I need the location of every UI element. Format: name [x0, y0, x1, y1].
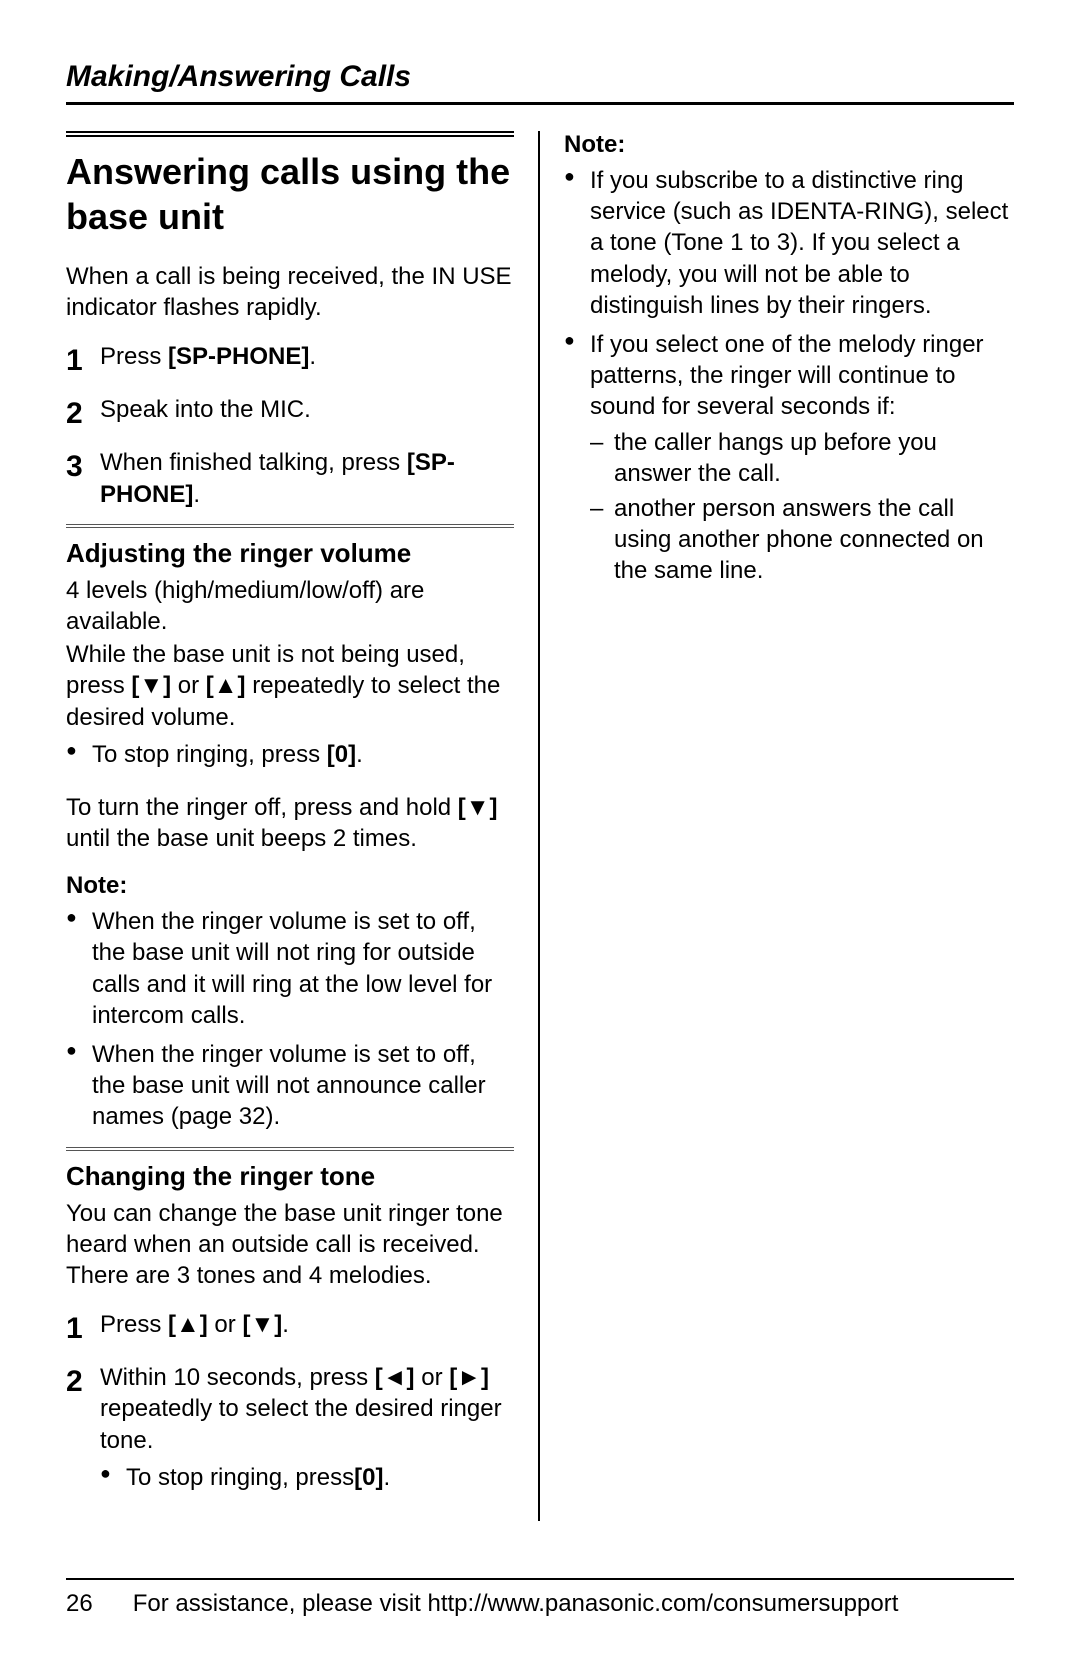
- step-body: Within 10 seconds, press [◄] or [►] repe…: [100, 1362, 514, 1507]
- adjust-p2: While the base unit is not being used, p…: [66, 639, 514, 733]
- list-item: another person answers the call using an…: [590, 493, 1014, 587]
- key-zero: [0]: [354, 1462, 383, 1493]
- step-1: 1 Press [▲] or [▼].: [66, 1309, 514, 1348]
- t: .: [309, 343, 316, 370]
- step-body: Speak into the MIC.: [100, 394, 514, 425]
- list-item: If you select one of the melody ringer p…: [564, 329, 1014, 587]
- page-footer: 26 For assistance, please visit http://w…: [66, 1578, 1014, 1618]
- step-2: 2 Within 10 seconds, press [◄] or [►] re…: [66, 1362, 514, 1507]
- t: If you select one of the melody ringer p…: [590, 331, 984, 420]
- t: until the base unit beeps 2 times.: [66, 825, 417, 852]
- t: To stop ringing, press: [92, 741, 327, 768]
- t: .: [356, 741, 363, 768]
- tone-steps: 1 Press [▲] or [▼]. 2 Within 10 seconds,…: [66, 1309, 514, 1507]
- section-header: Making/Answering Calls: [66, 60, 1014, 105]
- key-down: [▼]: [131, 672, 171, 699]
- step-number: 3: [66, 447, 100, 486]
- adjust-notes: When the ringer volume is set to off, th…: [66, 906, 514, 1132]
- step-1: 1 Press [SP-PHONE].: [66, 341, 514, 380]
- footer-text: For assistance, please visit http://www.…: [133, 1590, 899, 1618]
- step-body: Press [▲] or [▼].: [100, 1309, 514, 1340]
- t: or: [208, 1311, 243, 1338]
- note-label: Note:: [66, 872, 514, 900]
- tone-p1: You can change the base unit ringer tone…: [66, 1198, 514, 1292]
- key-down: [▼]: [458, 794, 498, 821]
- t: repeatedly to select the desired ringer …: [100, 1395, 502, 1453]
- adjust-bullet: To stop ringing, press [0].: [66, 739, 514, 770]
- list-item: the caller hangs up before you answer th…: [590, 427, 1014, 489]
- list-item: When the ringer volume is set to off, th…: [66, 906, 514, 1031]
- step-number: 2: [66, 1362, 100, 1401]
- content-columns: Answering calls using the base unit When…: [66, 131, 1014, 1521]
- subheading-adjust: Adjusting the ringer volume: [66, 538, 514, 569]
- t: To stop ringing, press: [126, 1462, 354, 1493]
- key-sp-phone: [SP-PHONE]: [168, 343, 309, 370]
- key-down: [▼]: [242, 1311, 282, 1338]
- t: or: [171, 672, 206, 699]
- t: To turn the ringer off, press and hold: [66, 794, 458, 821]
- step-2: 2 Speak into the MIC.: [66, 394, 514, 433]
- key-left: [◄]: [375, 1364, 415, 1391]
- rule: [66, 131, 514, 137]
- t: When finished talking, press: [100, 449, 407, 476]
- list-item: When the ringer volume is set to off, th…: [66, 1039, 514, 1133]
- intro-text: When a call is being received, the IN US…: [66, 261, 514, 323]
- rule: [66, 524, 514, 528]
- t: .: [383, 1462, 390, 1493]
- page-number: 26: [66, 1590, 93, 1618]
- key-up: [▲]: [206, 672, 246, 699]
- t: or: [415, 1364, 450, 1391]
- t: .: [282, 1311, 289, 1338]
- step-body: Press [SP-PHONE].: [100, 341, 514, 372]
- key-up: [▲]: [168, 1311, 208, 1338]
- list-item: If you subscribe to a distinctive ring s…: [564, 165, 1014, 321]
- t: .: [193, 481, 200, 508]
- list-item: To stop ringing, press [0].: [66, 739, 514, 770]
- step-3: 3 When finished talking, press [SP-PHONE…: [66, 447, 514, 509]
- t: Within 10 seconds, press: [100, 1364, 375, 1391]
- key-zero: [0]: [327, 741, 356, 768]
- step-body: When finished talking, press [SP-PHONE].: [100, 447, 514, 509]
- main-heading: Answering calls using the base unit: [66, 149, 514, 239]
- right-column: Note: If you subscribe to a distinctive …: [540, 131, 1014, 1521]
- adjust-p3: To turn the ringer off, press and hold […: [66, 792, 514, 854]
- step-number: 1: [66, 341, 100, 380]
- step-number: 1: [66, 1309, 100, 1348]
- list-item: To stop ringing, press [0].: [100, 1462, 514, 1493]
- adjust-p1: 4 levels (high/medium/low/off) are avail…: [66, 575, 514, 637]
- key-right: [►]: [449, 1364, 489, 1391]
- dash-list: the caller hangs up before you answer th…: [590, 427, 1014, 587]
- tone-sub-bullet: To stop ringing, press [0].: [100, 1462, 514, 1493]
- rule: [66, 1147, 514, 1151]
- note-label: Note:: [564, 131, 1014, 159]
- answer-steps: 1 Press [SP-PHONE]. 2 Speak into the MIC…: [66, 341, 514, 509]
- right-notes: If you subscribe to a distinctive ring s…: [564, 165, 1014, 586]
- subheading-tone: Changing the ringer tone: [66, 1161, 514, 1192]
- step-number: 2: [66, 394, 100, 433]
- t: Press: [100, 343, 168, 370]
- left-column: Answering calls using the base unit When…: [66, 131, 540, 1521]
- t: Press: [100, 1311, 168, 1338]
